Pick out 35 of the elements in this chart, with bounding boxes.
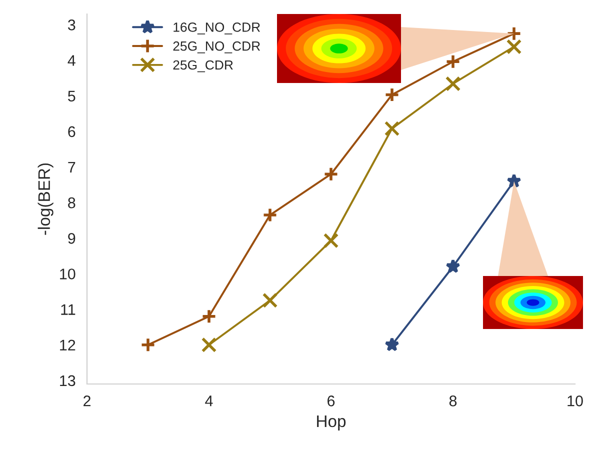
y-tick-label: 5 (68, 90, 76, 102)
point (506, 39, 522, 54)
x-tick-label: 10 (568, 396, 583, 406)
y-tick-label: 8 (68, 197, 76, 208)
legend-label: 16G_NO_CDR (174, 22, 260, 34)
point (262, 292, 278, 308)
point (446, 258, 460, 274)
point (384, 87, 400, 102)
x-axis-title: Hop (317, 416, 346, 430)
point (445, 76, 461, 92)
y-tick-label: 12 (60, 340, 76, 350)
y-tick-label: 10 (60, 268, 76, 280)
legend-label: 25G_NO_CDR (173, 41, 260, 54)
point (262, 207, 278, 223)
y-tick-label: 13 (60, 375, 76, 386)
y-tick-label: 11 (61, 304, 76, 315)
point (201, 308, 217, 324)
point (384, 120, 400, 136)
point (445, 54, 461, 70)
y-axis-title: -log(BER) (38, 163, 54, 235)
legend-label: 25G_CDR (173, 60, 233, 72)
point (323, 166, 339, 182)
point (140, 337, 156, 353)
x-tick-label: 4 (205, 396, 213, 406)
point (201, 337, 217, 353)
point (323, 232, 339, 248)
y-tick-label: 3 (68, 20, 76, 30)
point (384, 337, 400, 352)
x-tick-label: 2 (84, 396, 90, 406)
x-tick-label: 6 (328, 396, 335, 406)
y-tick-label: 9 (68, 233, 76, 244)
y-tick-label: 4 (68, 55, 76, 66)
y-tick-label: 6 (68, 126, 76, 138)
y-tick-label: 7 (68, 162, 76, 173)
x-tick-label: 8 (449, 396, 457, 406)
